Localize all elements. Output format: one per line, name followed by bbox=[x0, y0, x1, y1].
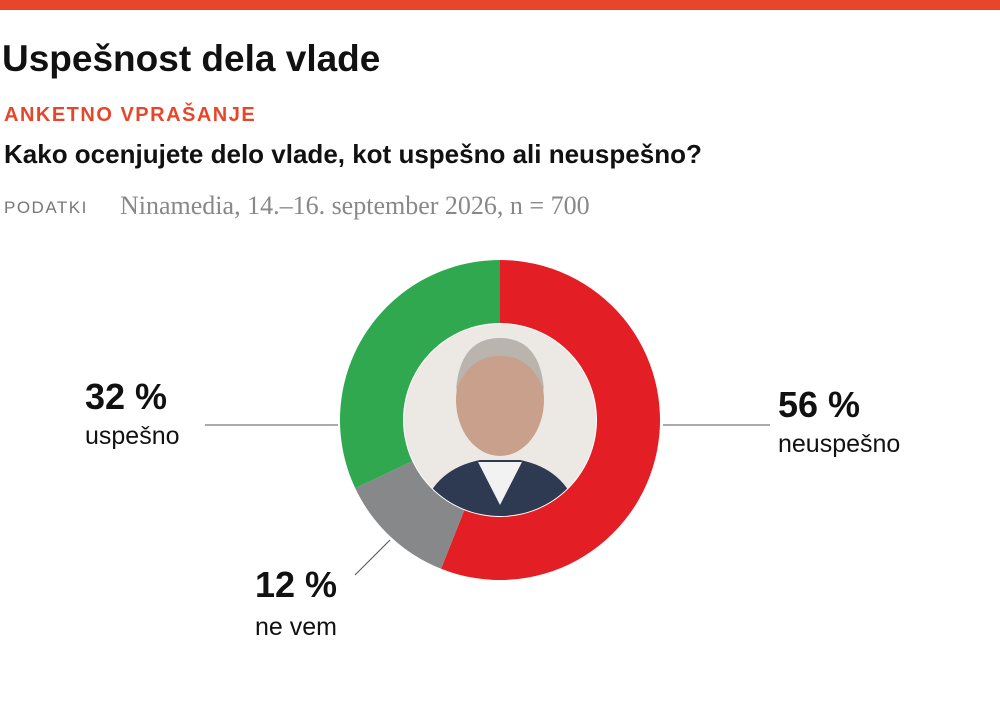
category-label: uspešno bbox=[85, 422, 180, 450]
source: Ninamedia, 14.–16. september 2026, n = 7… bbox=[120, 191, 590, 220]
slice bbox=[339, 260, 500, 489]
value-label: 56 % bbox=[778, 384, 860, 425]
category-label: ne vem bbox=[255, 613, 337, 641]
slice bbox=[355, 461, 465, 569]
value-label: 32 % bbox=[85, 376, 167, 417]
leader-line bbox=[354, 539, 391, 576]
kicker: ANKETNO VPRAŠANJE bbox=[4, 102, 256, 126]
value-label: 12 % bbox=[255, 564, 337, 605]
slice bbox=[441, 260, 661, 580]
top-bar bbox=[0, 0, 1000, 10]
subtitle: Kako ocenjujete delo vlade, kot uspešno … bbox=[4, 139, 702, 169]
chart-title: Uspešnost dela vlade bbox=[2, 38, 380, 79]
source-label: PODATKI bbox=[4, 198, 88, 217]
photo bbox=[404, 324, 596, 516]
category-label: neuspešno bbox=[778, 430, 900, 458]
